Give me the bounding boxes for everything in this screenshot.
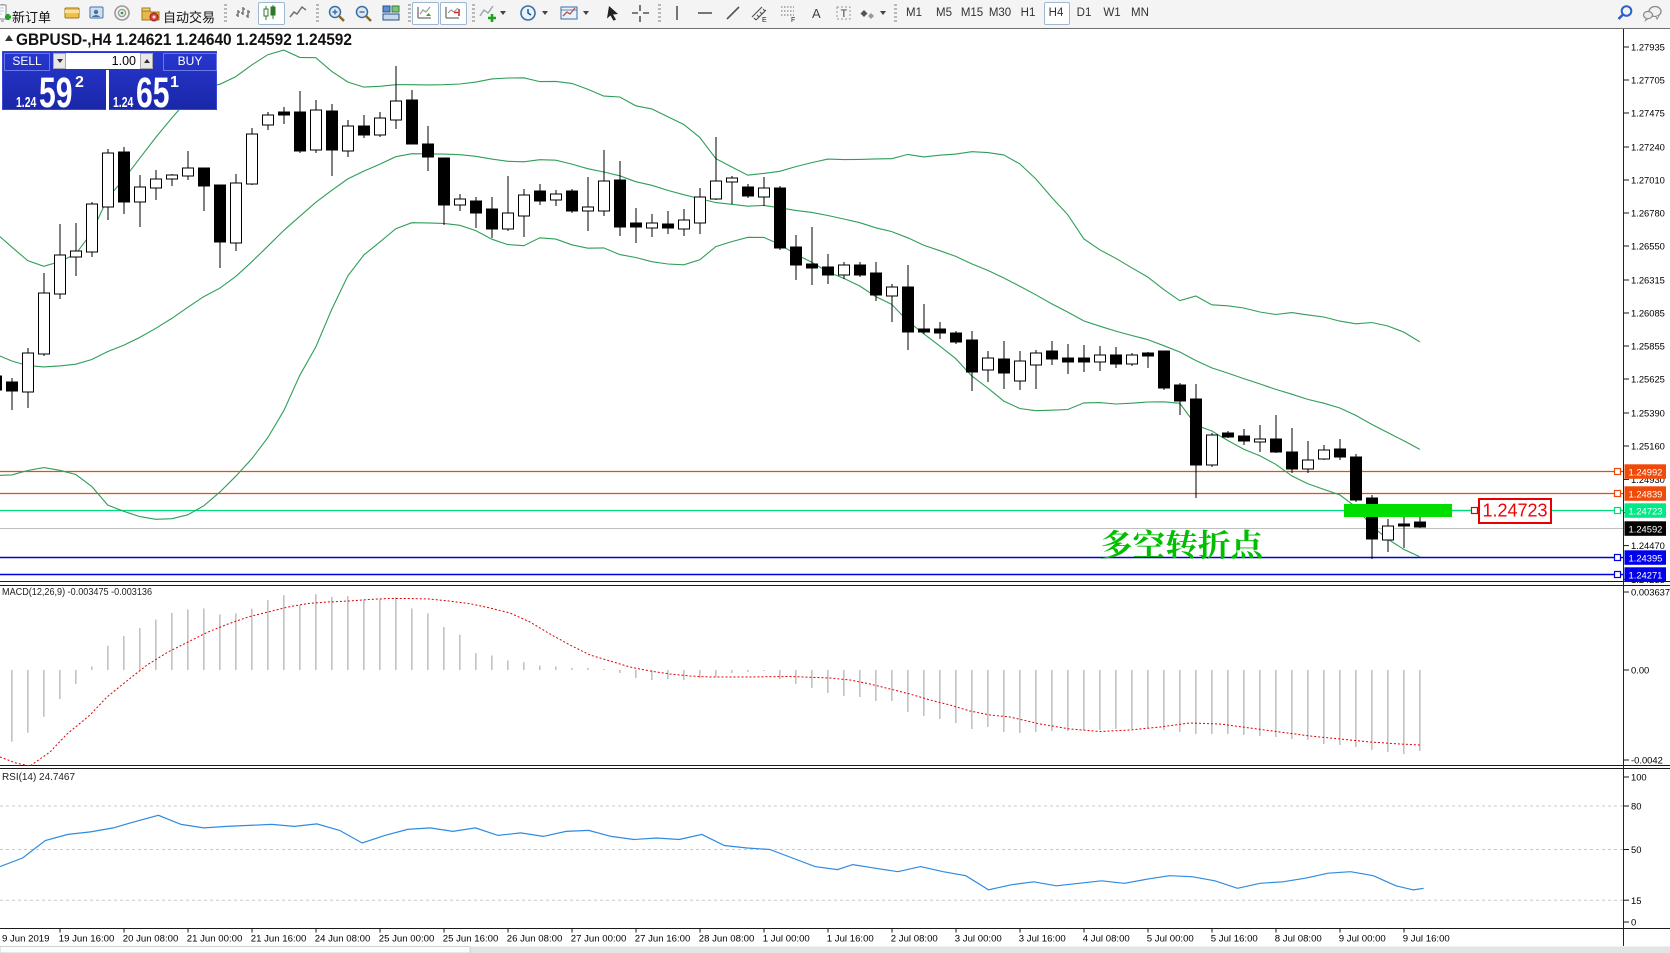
svg-text:RSI(14) 24.7467: RSI(14) 24.7467 — [2, 771, 75, 783]
svg-text:21 Jun 00:00: 21 Jun 00:00 — [187, 934, 242, 945]
svg-text:1.24723: 1.24723 — [1629, 505, 1663, 516]
svg-text:4 Jul 08:00: 4 Jul 08:00 — [1083, 934, 1130, 945]
svg-text:0.00: 0.00 — [1631, 665, 1649, 676]
svg-text:5 Jul 00:00: 5 Jul 00:00 — [1147, 934, 1194, 945]
svg-text:1.27935: 1.27935 — [1631, 42, 1665, 53]
svg-text:25 Jun 16:00: 25 Jun 16:00 — [443, 934, 498, 945]
svg-text:1.25390: 1.25390 — [1631, 408, 1665, 419]
svg-text:50: 50 — [1631, 844, 1641, 855]
svg-text:1.24839: 1.24839 — [1629, 488, 1663, 499]
svg-text:9 Jun 2019: 9 Jun 2019 — [2, 934, 49, 945]
svg-text:1.24592: 1.24592 — [1629, 523, 1663, 534]
svg-text:1.24470: 1.24470 — [1631, 540, 1665, 551]
svg-text:1.26780: 1.26780 — [1631, 208, 1665, 219]
svg-text:A: A — [812, 6, 821, 21]
svg-text:80: 80 — [1631, 801, 1641, 812]
svg-text:1.26550: 1.26550 — [1631, 241, 1665, 252]
svg-text:28 Jun 08:00: 28 Jun 08:00 — [699, 934, 754, 945]
svg-text:26 Jun 08:00: 26 Jun 08:00 — [507, 934, 562, 945]
svg-text:T: T — [841, 8, 848, 20]
svg-text:1 Jul 00:00: 1 Jul 00:00 — [763, 934, 810, 945]
svg-text:100: 100 — [1631, 772, 1647, 783]
svg-text:1.26315: 1.26315 — [1631, 275, 1665, 286]
svg-text:9 Jul 16:00: 9 Jul 16:00 — [1403, 934, 1450, 945]
svg-text:8 Jul 08:00: 8 Jul 08:00 — [1275, 934, 1322, 945]
svg-text:25 Jun 00:00: 25 Jun 00:00 — [379, 934, 434, 945]
svg-text:1.24930: 1.24930 — [1631, 474, 1665, 485]
svg-text:2 Jul 08:00: 2 Jul 08:00 — [891, 934, 938, 945]
svg-text:20 Jun 08:00: 20 Jun 08:00 — [123, 934, 178, 945]
svg-text:1.25625: 1.25625 — [1631, 374, 1665, 385]
svg-text:1.24723: 1.24723 — [1482, 501, 1547, 521]
svg-text:1 Jul 16:00: 1 Jul 16:00 — [827, 934, 874, 945]
svg-text:1.27240: 1.27240 — [1631, 142, 1665, 153]
svg-text:1.24271: 1.24271 — [1629, 569, 1663, 580]
svg-text:9 Jul 00:00: 9 Jul 00:00 — [1339, 934, 1386, 945]
svg-text:3 Jul 00:00: 3 Jul 00:00 — [955, 934, 1002, 945]
svg-text:1.27010: 1.27010 — [1631, 175, 1665, 186]
svg-text:1.27475: 1.27475 — [1631, 108, 1665, 119]
svg-text:27 Jun 00:00: 27 Jun 00:00 — [571, 934, 626, 945]
svg-text:E: E — [762, 17, 767, 23]
svg-text:0: 0 — [1631, 917, 1636, 928]
svg-text:3 Jul 16:00: 3 Jul 16:00 — [1019, 934, 1066, 945]
svg-text:多空转折点: 多空转折点 — [1100, 520, 1263, 565]
svg-text:21 Jun 16:00: 21 Jun 16:00 — [251, 934, 306, 945]
svg-text:27 Jun 16:00: 27 Jun 16:00 — [635, 934, 690, 945]
svg-text:1.24395: 1.24395 — [1629, 552, 1663, 563]
svg-text:19 Jun 16:00: 19 Jun 16:00 — [59, 934, 114, 945]
svg-text:1.26085: 1.26085 — [1631, 308, 1665, 319]
svg-text:F: F — [791, 17, 795, 23]
svg-text:1.27705: 1.27705 — [1631, 75, 1665, 86]
svg-text:MACD(12,26,9) -0.003475 -0.003: MACD(12,26,9) -0.003475 -0.003136 — [2, 586, 152, 598]
svg-text:24 Jun 08:00: 24 Jun 08:00 — [315, 934, 370, 945]
svg-text:GBPUSD-,H4 1.24621 1.24640 1.: GBPUSD-,H4 1.24621 1.24640 1.24592 1.245… — [16, 31, 352, 49]
svg-text:1.25855: 1.25855 — [1631, 341, 1665, 352]
svg-text:15: 15 — [1631, 895, 1641, 906]
svg-text:5 Jul 16:00: 5 Jul 16:00 — [1211, 934, 1258, 945]
svg-text:0.003637: 0.003637 — [1631, 587, 1670, 598]
svg-text:-0.0042: -0.0042 — [1631, 755, 1663, 766]
svg-text:1.24992: 1.24992 — [1629, 466, 1663, 477]
svg-text:1.25160: 1.25160 — [1631, 441, 1665, 452]
